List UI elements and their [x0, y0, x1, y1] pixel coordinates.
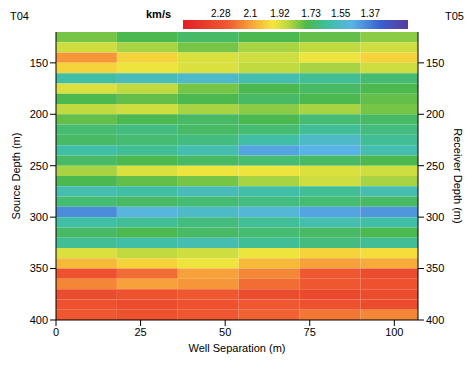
html-text:T04: T04: [10, 10, 29, 22]
svg-text:75: 75: [304, 326, 316, 338]
svg-text:150: 150: [426, 57, 444, 69]
svg-text:250: 250: [426, 160, 444, 172]
html-text:T05: T05: [445, 10, 464, 22]
svg-text:400: 400: [30, 314, 48, 326]
html-text:2.28: 2.28: [211, 8, 231, 19]
html-text:km/s: km/s: [146, 8, 172, 20]
svg-text:300: 300: [426, 211, 444, 223]
html-text:1.92: 1.92: [270, 8, 290, 19]
svg-text:250: 250: [30, 160, 48, 172]
html-text:2.1: 2.1: [243, 8, 258, 19]
svg-text:150: 150: [30, 57, 48, 69]
svg-text:350: 350: [426, 262, 444, 274]
svg-text:0: 0: [53, 326, 59, 338]
svg-text:Source Depth (m): Source Depth (m): [10, 133, 22, 220]
svg-text:300: 300: [30, 211, 48, 223]
svg-text:200: 200: [30, 108, 48, 120]
svg-text:200: 200: [426, 108, 444, 120]
svg-text:50: 50: [219, 326, 231, 338]
svg-text:100: 100: [385, 326, 403, 338]
html-text:1.37: 1.37: [360, 8, 380, 19]
html-text:1.73: 1.73: [301, 8, 321, 19]
svg-text:Well Separation (m): Well Separation (m): [189, 342, 286, 354]
svg-text:Receiver Depth (m): Receiver Depth (m): [452, 128, 464, 223]
svg-text:400: 400: [426, 314, 444, 326]
html-text:1.55: 1.55: [330, 8, 351, 19]
svg-text:350: 350: [30, 262, 48, 274]
svg-text:25: 25: [134, 326, 146, 338]
